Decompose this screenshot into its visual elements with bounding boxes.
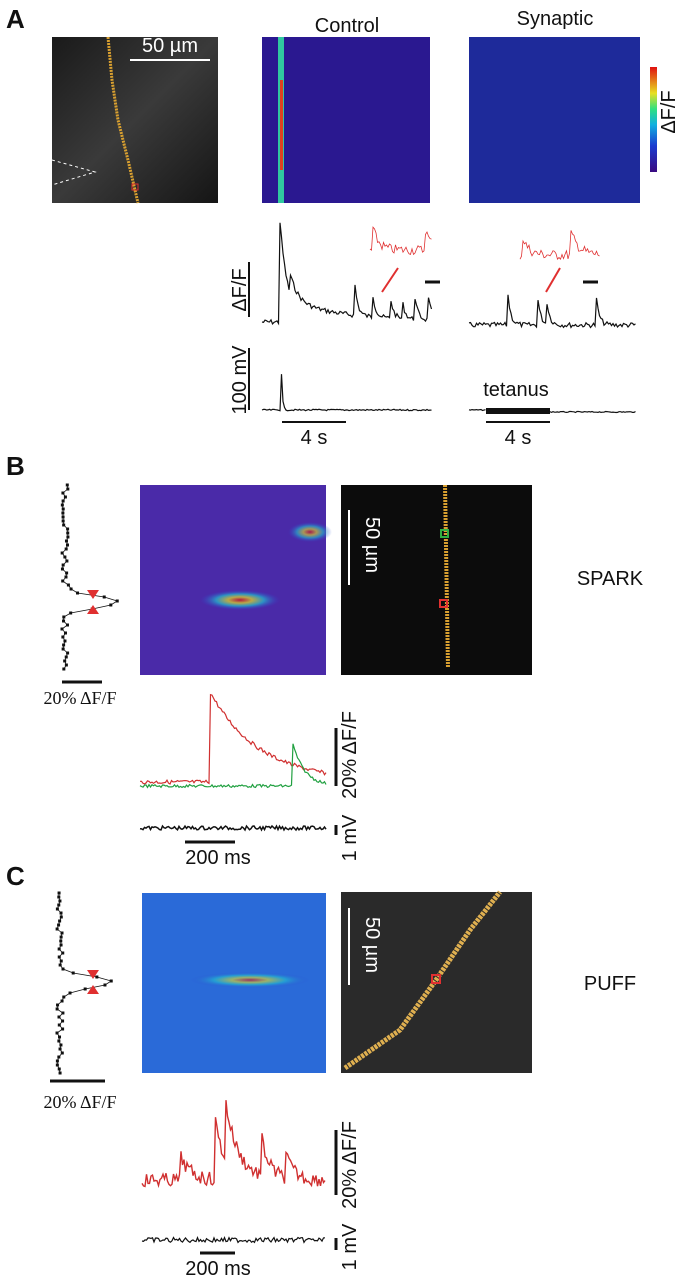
trace xyxy=(139,824,327,832)
scale-text: 50 µm xyxy=(361,517,383,573)
trace xyxy=(549,410,636,414)
scale-text: 50 µm xyxy=(142,35,198,57)
event xyxy=(288,522,332,542)
colorbar xyxy=(650,67,657,172)
time-label: 200 ms xyxy=(185,847,251,869)
roi xyxy=(431,974,441,984)
tetanus xyxy=(486,408,550,414)
axis-label: ΔF/F xyxy=(229,268,251,311)
event-label: SPARK xyxy=(577,568,644,590)
stimulus-label: tetanus xyxy=(483,379,549,401)
axis-label: 100 mV xyxy=(229,345,251,415)
heatmap xyxy=(469,37,640,203)
event-label: PUFF xyxy=(584,973,636,995)
profile-scale: 20% ΔF/F xyxy=(43,1092,116,1112)
profile-point xyxy=(65,483,69,487)
axis-label: 1 mV xyxy=(339,1223,361,1270)
roi xyxy=(131,183,139,191)
profile xyxy=(56,892,113,1074)
roi xyxy=(439,599,448,608)
trace xyxy=(369,226,432,256)
scale-text: 50 µm xyxy=(361,917,383,973)
colorbar-label: ΔF/F xyxy=(658,90,679,133)
dendrite xyxy=(443,484,450,669)
trace xyxy=(141,1100,326,1189)
axis-label: 20% ΔF/F xyxy=(339,711,361,799)
profile-scale: 20% ΔF/F xyxy=(43,688,116,708)
marker xyxy=(87,590,99,614)
heatmap-band xyxy=(280,80,283,170)
title: Synaptic xyxy=(517,8,594,30)
panel-label: B xyxy=(6,451,25,481)
marker xyxy=(87,970,99,994)
trace xyxy=(519,230,600,261)
trace xyxy=(261,222,433,326)
heatmap xyxy=(140,485,326,675)
axis-label: 1 mV xyxy=(339,814,361,861)
event xyxy=(190,972,310,988)
time-label: 4 s xyxy=(505,427,532,449)
title: Control xyxy=(315,15,379,37)
trace xyxy=(261,374,432,412)
dendrite xyxy=(343,890,502,1071)
profile xyxy=(61,484,119,670)
trace xyxy=(141,1235,326,1244)
image xyxy=(341,485,532,675)
panel-label: C xyxy=(6,861,25,891)
trace xyxy=(139,743,327,789)
pipette xyxy=(51,159,97,186)
time-label: 4 s xyxy=(301,427,328,449)
roi xyxy=(440,529,449,538)
panel-label: A xyxy=(6,4,25,34)
event xyxy=(200,590,280,610)
trace xyxy=(468,408,486,412)
axis-label: 20% ΔF/F xyxy=(339,1121,361,1209)
time-label: 200 ms xyxy=(185,1258,251,1280)
trace xyxy=(468,294,636,329)
dendrite xyxy=(106,36,140,204)
trace xyxy=(140,693,327,785)
arrow xyxy=(545,267,561,293)
heatmap xyxy=(262,37,430,203)
arrow xyxy=(381,267,399,293)
image xyxy=(52,37,218,203)
